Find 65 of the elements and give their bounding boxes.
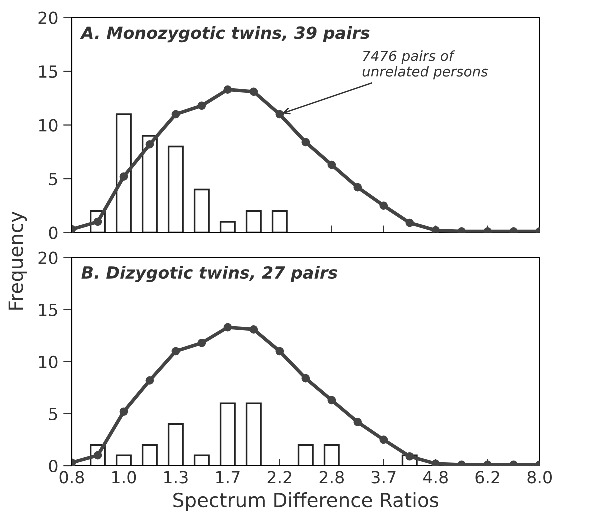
y-tick-label: 0: [49, 226, 58, 240]
point: [354, 418, 362, 426]
point: [224, 86, 232, 94]
point: [120, 408, 128, 416]
y-tick-label: 10: [39, 356, 58, 368]
point: [380, 202, 388, 210]
point: [432, 460, 440, 466]
point: [198, 339, 206, 348]
text: A. Monozygotic twins, 39 pairs: [80, 26, 370, 43]
bar: [194, 454, 210, 466]
point: [354, 183, 362, 192]
point: [250, 325, 258, 334]
y-tick-label: 20: [38, 12, 58, 24]
bar: [324, 444, 340, 466]
x-tick-label: 2.2: [268, 471, 292, 484]
bar: [168, 424, 184, 466]
y-tick-label: 5: [49, 173, 58, 186]
point: [172, 110, 180, 119]
point: [328, 396, 336, 405]
point: [276, 347, 284, 356]
bar: [220, 402, 236, 466]
point: [172, 347, 180, 356]
x-tick-label: 6.2: [476, 471, 500, 484]
x-tick-label: 8.0: [528, 471, 552, 484]
point: [406, 218, 414, 228]
point: [328, 160, 336, 170]
bar: [194, 188, 210, 233]
point: [432, 226, 440, 233]
chart-title: B. Dizygotic twins, 27 pairs: [82, 266, 338, 282]
x-axis-title: Spectrum Difference Ratios: [174, 492, 439, 512]
y-axis-title: Frequency: [8, 212, 28, 310]
bar: [142, 444, 158, 466]
point: [276, 110, 284, 119]
y-tick-label: 10: [39, 119, 58, 132]
annotation: 7476 pairs of unrelated persons: [362, 50, 488, 80]
point: [120, 172, 128, 182]
bar: [168, 146, 184, 233]
bar: [298, 444, 314, 466]
x-tick-label: 3.7: [372, 471, 396, 484]
y-tick-label: 0: [49, 460, 58, 473]
point: [380, 436, 388, 444]
bar: [142, 135, 158, 233]
bar: [220, 221, 236, 233]
bar: [272, 210, 288, 233]
bar: [116, 114, 132, 233]
x-tick-label: 1.3: [164, 471, 188, 484]
bar: [246, 210, 262, 233]
y-tick-label: 20: [38, 252, 58, 264]
x-tick-label: 0.8: [60, 471, 84, 484]
point: [302, 374, 310, 383]
x-tick-label: 1.7: [216, 471, 240, 484]
point: [198, 102, 206, 110]
bar: [246, 402, 262, 466]
point: [146, 376, 154, 385]
point: [146, 140, 154, 149]
y-tick-label: 15: [39, 304, 58, 316]
x-tick-label: 2.8: [320, 471, 344, 484]
bar: [116, 454, 132, 466]
x-tick-label: 4.8: [423, 471, 448, 484]
point: [224, 323, 232, 332]
point: [302, 138, 310, 147]
y-tick-label: 5: [49, 408, 58, 421]
x-tick-label: 1.0: [112, 471, 136, 484]
y-tick-label: 15: [39, 66, 58, 78]
point: [250, 88, 258, 96]
